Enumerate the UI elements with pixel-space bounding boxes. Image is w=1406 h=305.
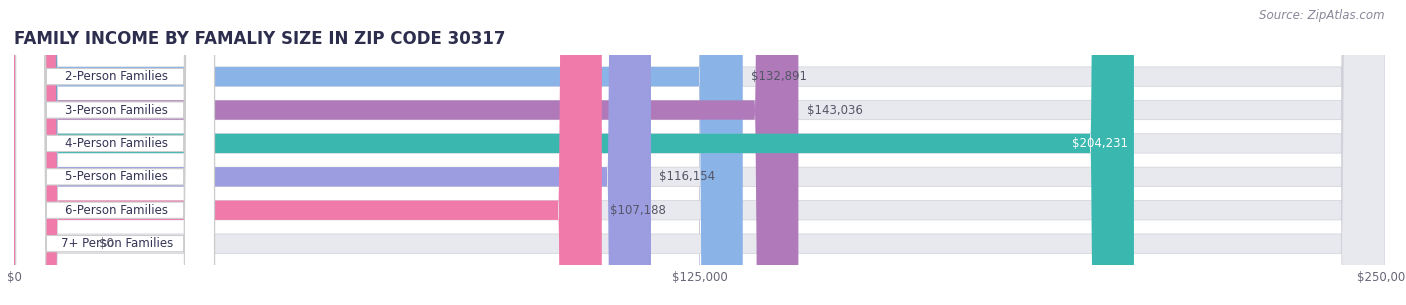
Text: 7+ Person Families: 7+ Person Families [60, 237, 173, 250]
FancyBboxPatch shape [15, 0, 215, 305]
FancyBboxPatch shape [15, 0, 215, 305]
FancyBboxPatch shape [15, 0, 215, 305]
Text: 5-Person Families: 5-Person Families [66, 170, 169, 183]
FancyBboxPatch shape [14, 0, 742, 305]
Text: FAMILY INCOME BY FAMALIY SIZE IN ZIP CODE 30317: FAMILY INCOME BY FAMALIY SIZE IN ZIP COD… [14, 30, 506, 48]
FancyBboxPatch shape [14, 0, 1385, 305]
Text: $132,891: $132,891 [751, 70, 807, 83]
Text: 2-Person Families: 2-Person Families [65, 70, 169, 83]
FancyBboxPatch shape [14, 0, 1135, 305]
Text: 6-Person Families: 6-Person Families [65, 204, 169, 217]
FancyBboxPatch shape [15, 0, 215, 305]
FancyBboxPatch shape [14, 0, 602, 305]
FancyBboxPatch shape [14, 0, 1385, 305]
Text: $143,036: $143,036 [807, 103, 862, 117]
Text: $0: $0 [98, 237, 114, 250]
FancyBboxPatch shape [15, 0, 215, 305]
FancyBboxPatch shape [14, 0, 799, 305]
FancyBboxPatch shape [14, 0, 1385, 305]
FancyBboxPatch shape [14, 0, 1385, 305]
Text: 4-Person Families: 4-Person Families [65, 137, 169, 150]
Text: $116,154: $116,154 [659, 170, 716, 183]
FancyBboxPatch shape [15, 0, 215, 305]
Text: Source: ZipAtlas.com: Source: ZipAtlas.com [1260, 9, 1385, 22]
Text: $204,231: $204,231 [1073, 137, 1129, 150]
FancyBboxPatch shape [14, 0, 1385, 305]
Text: 3-Person Families: 3-Person Families [66, 103, 169, 117]
FancyBboxPatch shape [14, 0, 1385, 305]
FancyBboxPatch shape [14, 0, 651, 305]
Text: $107,188: $107,188 [610, 204, 666, 217]
